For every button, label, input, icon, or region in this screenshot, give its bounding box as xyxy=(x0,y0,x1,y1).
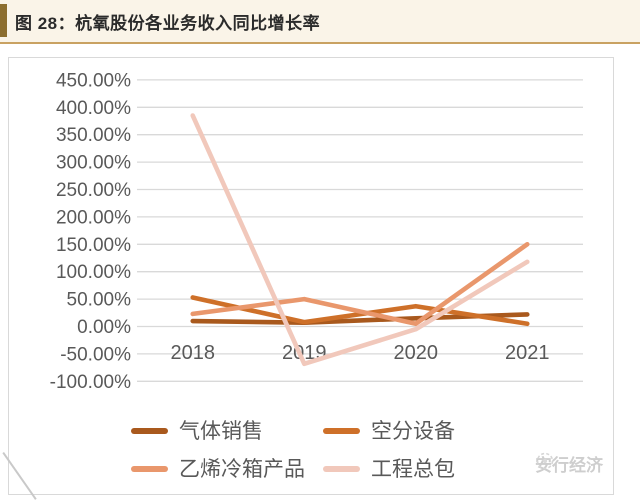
series-line-1 xyxy=(190,295,530,327)
legend-swatch-icon xyxy=(131,466,168,472)
legend-label: 空分设备 xyxy=(371,419,455,443)
line-chart: 450.00% 400.00% 350.00% 300.00% 250.00% 200.0… xyxy=(50,70,583,393)
figure-title: 图 28：杭氧股份各业务收入同比增长率 xyxy=(15,14,321,33)
y-tick-label: 450.00% xyxy=(56,70,131,91)
y-tick-label: 100.00% xyxy=(56,262,131,283)
y-tick-label: 400.00% xyxy=(56,98,131,119)
y-tick-label: -50.00% xyxy=(60,344,131,365)
legend-label: 乙烯冷箱产品 xyxy=(179,457,305,481)
legend-item: 乙烯冷箱产品 xyxy=(131,456,305,482)
series-line-3 xyxy=(190,113,530,367)
legend-swatch-icon xyxy=(131,428,168,434)
x-axis-label: 2021 xyxy=(505,342,550,364)
legend-swatch-icon xyxy=(323,428,360,434)
y-tick-label: 250.00% xyxy=(56,180,131,201)
y-tick-label: 150.00% xyxy=(56,235,131,256)
legend-swatch-icon xyxy=(323,466,360,472)
legend-label: 气体销售 xyxy=(179,419,263,443)
y-tick-label: -100.00% xyxy=(50,372,131,393)
y-tick-label: 350.00% xyxy=(56,125,131,146)
legend-label: 工程总包 xyxy=(371,457,455,481)
legend-item: 空分设备 xyxy=(323,418,455,444)
legend-item: 气体销售 xyxy=(131,418,263,444)
title-accent-bar xyxy=(0,4,7,37)
watermark-logo-icon xyxy=(536,452,554,470)
title-band: 图 28：杭氧股份各业务收入同比增长率 xyxy=(0,0,640,44)
chart-panel: 450.00% 400.00% 350.00% 300.00% 250.00% 200.0… xyxy=(8,57,614,495)
x-axis-label: 2018 xyxy=(171,342,216,364)
series-line-2 xyxy=(190,242,530,327)
y-tick-label: 200.00% xyxy=(56,207,131,228)
x-axis-label: 2020 xyxy=(394,342,439,364)
y-tick-label: 300.00% xyxy=(56,153,131,174)
y-tick-label: 50.00% xyxy=(67,290,132,311)
watermark: 安行经济 xyxy=(535,451,603,476)
legend-item: 工程总包 xyxy=(323,456,455,482)
y-tick-label: 0.00% xyxy=(77,317,131,338)
watermark-text: 安行经济 xyxy=(535,456,603,475)
